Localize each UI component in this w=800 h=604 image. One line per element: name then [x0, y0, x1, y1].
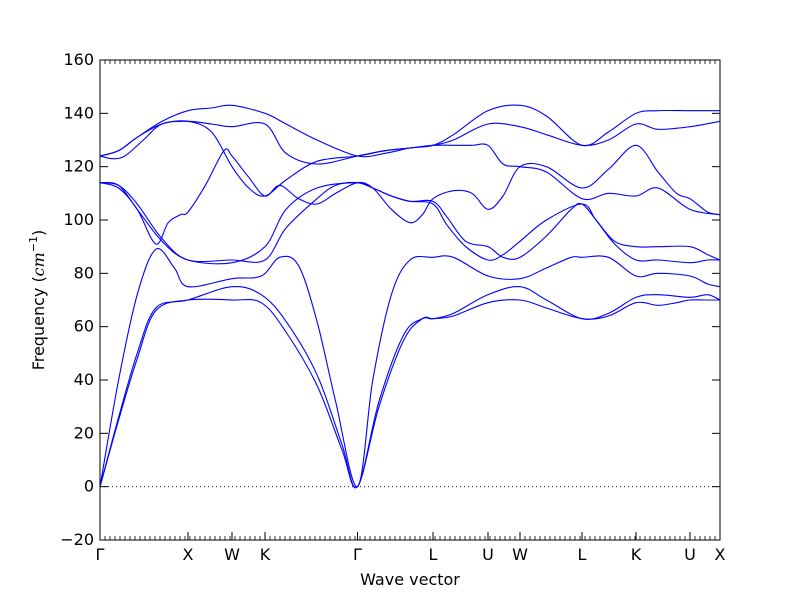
x-tick-label: L: [429, 545, 438, 564]
x-tick-label: W: [512, 545, 528, 564]
phonon-branch-4: [99, 144, 721, 245]
phonon-branch-9: [99, 104, 720, 158]
phonon-branch-1: [99, 298, 720, 489]
phonon-branch-3: [99, 248, 721, 488]
x-tick-label: Γ: [353, 545, 362, 564]
y-tick-label: 20: [74, 423, 94, 442]
y-axis-unit-exponent: −1: [27, 236, 40, 252]
x-tick-label: W: [224, 545, 240, 564]
y-tick-label: 100: [63, 210, 94, 229]
x-tick-label: U: [482, 545, 494, 564]
phonon-branch-2: [99, 285, 721, 489]
x-tick-label: Γ: [96, 545, 105, 564]
y-tick-label: 120: [63, 157, 94, 176]
x-tick-label: L: [578, 545, 587, 564]
x-tick-label: K: [260, 545, 271, 564]
y-tick-label: −20: [60, 530, 94, 549]
phonon-branch-7: [99, 120, 721, 216]
y-tick-label: 160: [63, 50, 94, 69]
y-tick-labels: −20 0 20 40 60 80 100 120 140 160: [60, 50, 94, 549]
ticks-layer: [99, 59, 721, 541]
y-axis-unit: cm: [29, 252, 48, 276]
x-tick-label: X: [715, 545, 726, 564]
y-tick-label: 80: [74, 263, 94, 282]
x-tick-label: K: [631, 545, 642, 564]
y-tick-label: 140: [63, 103, 94, 122]
y-tick-label: 40: [74, 370, 94, 389]
series-layer: [99, 104, 721, 489]
phonon-branch-8: [99, 120, 721, 165]
x-tick-label: U: [684, 545, 696, 564]
x-axis-label: Wave vector: [360, 570, 460, 589]
phonon-branch-5: [99, 181, 721, 263]
x-tick-label: X: [182, 545, 193, 564]
y-tick-label: 60: [74, 317, 94, 336]
y-axis-label: Frequency (cm−1): [27, 230, 48, 371]
y-axis-label-text: Frequency: [29, 288, 48, 371]
y-tick-label: 0: [84, 477, 94, 496]
phonon-branch-6: [99, 181, 721, 265]
